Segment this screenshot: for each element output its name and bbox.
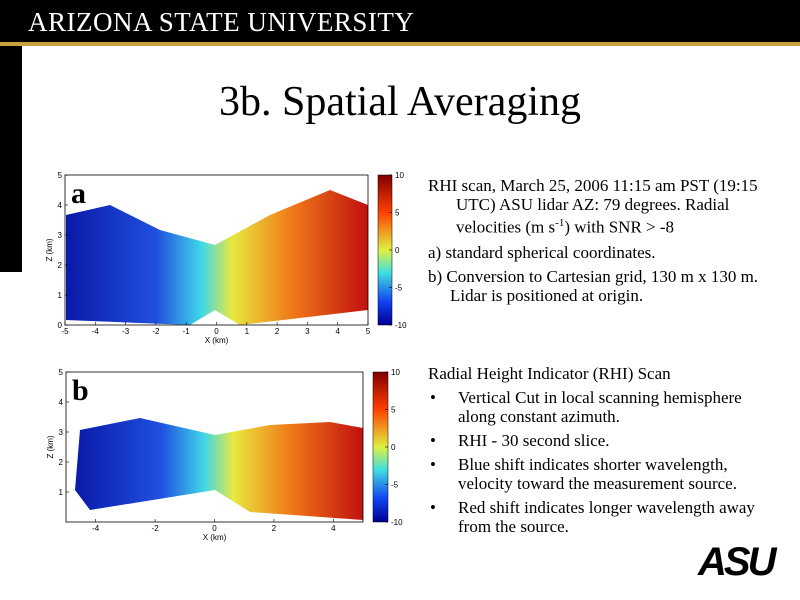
y-tick-label: 3 xyxy=(58,231,63,240)
rhi-block: Radial Height Indicator (RHI) Scan • Vert… xyxy=(428,364,773,536)
bullet-text: Vertical Cut in local scanning hemispher… xyxy=(458,388,742,426)
panel-label: b xyxy=(72,374,89,407)
bullet: • xyxy=(430,455,436,474)
x-tick-label: -4 xyxy=(92,524,100,533)
y-axis-label: Z (km) xyxy=(46,435,55,458)
colorbar-tick-label: 10 xyxy=(391,368,400,377)
x-tick-label: 4 xyxy=(331,524,336,533)
bullet: • xyxy=(430,388,436,407)
colorbar-tick-label: 0 xyxy=(391,443,396,452)
bullet-text: Blue shift indicates shorter wavelength,… xyxy=(458,455,737,493)
unit-exponent: -1 xyxy=(555,217,565,229)
colorbar-tick-label: 0 xyxy=(395,246,400,255)
velocity-field xyxy=(75,418,363,520)
bullet-item: • Blue shift indicates shorter wavelength… xyxy=(428,455,773,493)
bullet-text: Red shift indicates longer wavelength aw… xyxy=(458,498,755,536)
y-tick-label: 3 xyxy=(59,428,64,437)
x-tick-label: 1 xyxy=(245,327,250,336)
x-tick-label: -4 xyxy=(92,327,100,336)
y-axis-label: Z (km) xyxy=(45,238,54,261)
y-tick-label: 0 xyxy=(58,321,63,330)
y-tick-label: 2 xyxy=(58,261,63,270)
bullet-item: • Red shift indicates longer wavelength a… xyxy=(428,498,773,536)
x-tick-label: 2 xyxy=(275,327,280,336)
intro: RHI scan, March 25, 2006 11:15 am PST (1… xyxy=(428,176,773,237)
colorbar-tick-label: 5 xyxy=(395,209,400,218)
colorbar-tick-label: 10 xyxy=(395,171,404,180)
brand: ARIZONA STATE UNIVERSITY xyxy=(28,7,415,37)
x-axis-label: X (km) xyxy=(205,336,229,345)
y-tick-label: 1 xyxy=(58,291,63,300)
slide-title: 3b. Spatial Averaging xyxy=(219,79,581,125)
x-axis-label: X (km) xyxy=(203,533,227,542)
intro-text: RHI scan, March 25, 2006 11:15 am PST (1… xyxy=(428,176,758,237)
y-tick-label: 1 xyxy=(59,488,64,497)
bullet: • xyxy=(430,498,436,517)
x-tick-label: 4 xyxy=(335,327,340,336)
bullet: • xyxy=(430,431,436,450)
x-tick-label: 0 xyxy=(214,327,219,336)
y-tick-label: 4 xyxy=(58,201,63,210)
colorbar-tick-label: -10 xyxy=(391,518,403,527)
side-bar xyxy=(0,46,22,272)
x-tick-label: -2 xyxy=(152,327,160,336)
bullet-item: • Vertical Cut in local scanning hemisphe… xyxy=(428,388,773,426)
rhi-heading: Radial Height Indicator (RHI) Scan xyxy=(428,364,671,383)
x-tick-label: -5 xyxy=(61,327,69,336)
item: a) standard spherical coordinates. xyxy=(428,242,656,262)
panel-label: a xyxy=(71,177,86,210)
x-tick-label: 3 xyxy=(305,327,310,336)
colorbar-tick-label: -5 xyxy=(391,481,399,490)
x-tick-label: -1 xyxy=(183,327,191,336)
y-tick-label: 4 xyxy=(59,398,64,407)
x-tick-label: 2 xyxy=(272,524,277,533)
x-tick-label: 0 xyxy=(212,524,217,533)
colorbar-tick-label: -10 xyxy=(395,321,407,330)
header-bar xyxy=(0,0,800,42)
velocity-field xyxy=(66,190,368,325)
description: RHI scan, March 25, 2006 11:15 am PST (1… xyxy=(428,176,773,305)
colorbar-tick-label: 5 xyxy=(391,406,396,415)
x-tick-label: -2 xyxy=(152,524,160,533)
y-tick-label: 5 xyxy=(59,368,64,377)
y-tick-label: 2 xyxy=(59,458,64,467)
bullet-text: RHI - 30 second slice. xyxy=(458,431,610,450)
item: b) Conversion to Cartesian grid, 130 m x… xyxy=(428,266,759,305)
y-tick-label: 5 xyxy=(58,171,63,180)
intro-text: ) with SNR > -8 xyxy=(564,217,675,237)
bullet-item: • RHI - 30 second slice. xyxy=(428,431,773,450)
x-tick-label: -3 xyxy=(122,327,130,336)
logo: ASU xyxy=(698,540,776,584)
header-rule xyxy=(0,42,800,46)
colorbar-tick-label: -5 xyxy=(395,284,403,293)
x-tick-label: 5 xyxy=(366,327,371,336)
